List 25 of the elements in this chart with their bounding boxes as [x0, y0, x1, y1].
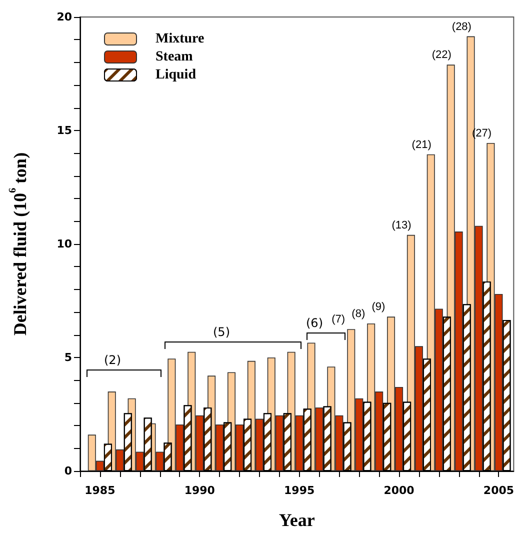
- legend-label: Steam: [156, 50, 194, 64]
- x-tick-label: 1985: [84, 484, 116, 497]
- x-axis-title: Year: [278, 510, 315, 530]
- x-tick-label: 1995: [284, 484, 315, 497]
- legend-label: Mixture: [156, 32, 204, 46]
- y-axis-title: Delivered fluid (106 ton): [8, 152, 30, 336]
- annotation: (6): [306, 316, 323, 330]
- y-tick-label: 15: [56, 124, 72, 137]
- annotation: (22): [432, 49, 452, 62]
- annotation: (28): [452, 20, 472, 33]
- x-tick-label: 1990: [184, 484, 216, 497]
- annotation: (21): [412, 138, 432, 151]
- annotation: (8): [352, 308, 366, 320]
- annotation: (13): [392, 219, 412, 232]
- x-tick-label: 2000: [384, 484, 415, 497]
- y-tick-label: 10: [56, 238, 72, 250]
- annotation: (9): [372, 301, 386, 314]
- y-tick-label: 20: [56, 10, 72, 24]
- annotation: (2): [104, 353, 121, 367]
- x-tick-label: 2005: [483, 484, 514, 497]
- annotation: (7): [332, 314, 346, 326]
- y-tick-label: 0: [64, 464, 72, 478]
- y-tick-label: 5: [64, 351, 72, 364]
- legend-label: Liquid: [156, 68, 196, 82]
- annotation: (5): [213, 325, 230, 339]
